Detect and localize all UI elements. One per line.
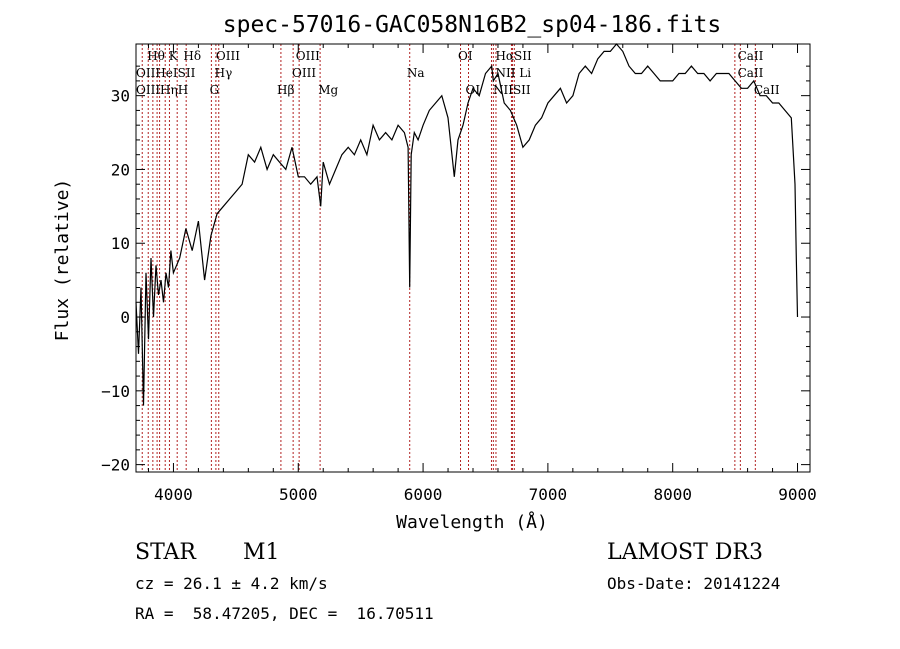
coordinates: RA = 58.47205, DEC = 16.70511: [135, 604, 434, 623]
y-tick-label-20: 20: [111, 160, 130, 179]
line-label-11: NII Li: [495, 66, 531, 80]
y-tick-label-30: 30: [111, 87, 130, 106]
x-axis: 4000 5000 6000 7000 8000 9000: [147, 44, 817, 504]
spectral-line-markers: [141, 44, 756, 472]
line-label-15: Hβ: [277, 83, 294, 97]
object-class: STAR: [135, 540, 196, 565]
line-label-13: OIIIHηH: [136, 83, 188, 97]
y-tick-label--20: −20: [101, 456, 130, 475]
line-label-14: G: [210, 83, 220, 97]
y-tick-label--10: −10: [101, 382, 130, 401]
line-label-7: OIIHeISII: [136, 66, 196, 80]
line-label-2: OIII: [216, 49, 240, 63]
line-label-6: CaII: [738, 49, 764, 63]
chart-title: spec-57016-GAC058N16B2_sp04-186.fits: [223, 12, 722, 38]
spectral-line-labels: Hθ K Hδ OIII OIII OI HαSII CaII OIIHeISII Hγ OIII…: [136, 49, 780, 97]
line-label-18: NIISII: [493, 83, 531, 97]
line-label-1: Hδ: [183, 49, 201, 63]
y-tick-label-0: 0: [120, 308, 130, 327]
line-label-10: Na: [407, 66, 425, 80]
redshift-value: cz = 26.1 ± 4.2 km/s: [135, 574, 328, 593]
line-label-5: HαSII: [495, 49, 532, 63]
object-subclass: M1: [243, 540, 280, 565]
survey-name: LAMOST DR3: [607, 540, 763, 565]
x-tick-label-9000: 9000: [778, 485, 817, 504]
x-axis-label: Wavelength (Å): [396, 511, 548, 533]
line-label-8: Hγ: [215, 66, 233, 80]
line-label-9: OIII: [292, 66, 316, 80]
y-tick-label-10: 10: [111, 234, 130, 253]
y-axis: −20 −10 0 10 20 30: [101, 65, 810, 475]
x-tick-label-6000: 6000: [404, 485, 443, 504]
x-tick-label-4000: 4000: [154, 485, 193, 504]
spectrum-series-line: [135, 43, 799, 406]
plot-frame: [135, 43, 811, 473]
x-tick-label-8000: 8000: [653, 485, 692, 504]
y-axis-label: Flux (relative): [52, 179, 73, 342]
obs-date: Obs-Date: 20141224: [607, 574, 781, 593]
x-tick-label-5000: 5000: [279, 485, 318, 504]
line-label-0: Hθ K: [147, 49, 179, 63]
line-label-16: Mg: [318, 83, 338, 97]
line-label-4: OI: [458, 49, 473, 63]
line-label-12: CaII: [738, 66, 764, 80]
line-label-19: CaII: [754, 83, 780, 97]
x-tick-label-7000: 7000: [529, 485, 568, 504]
line-label-3: OIII: [296, 49, 320, 63]
